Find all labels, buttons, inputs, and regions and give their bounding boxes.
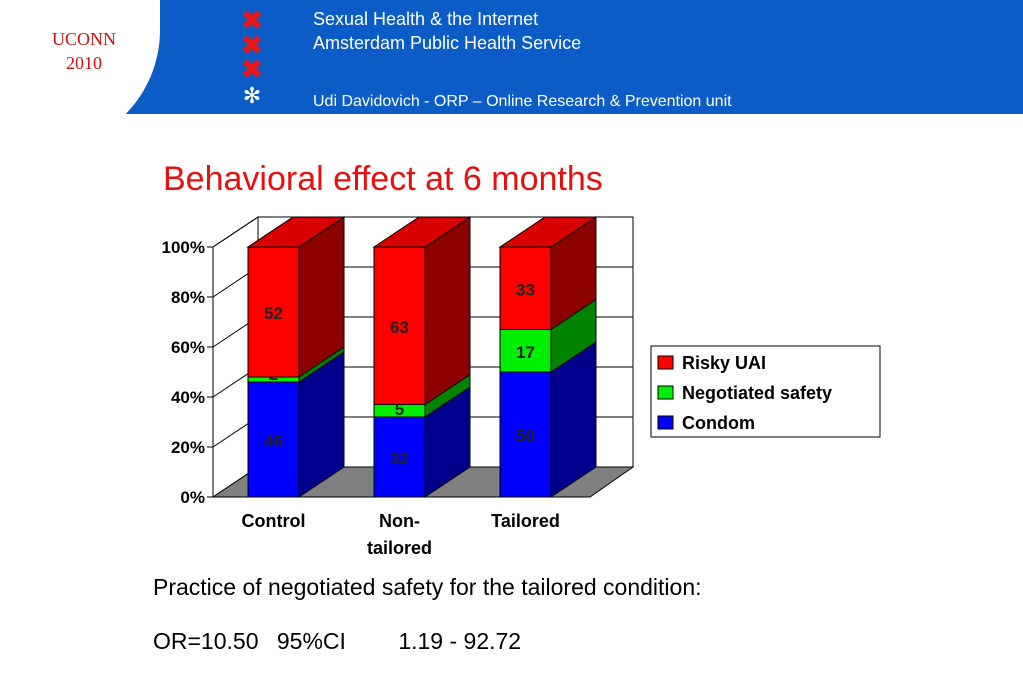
- footer-line1: Practice of negotiated safety for the ta…: [153, 574, 702, 600]
- header-subtitle: Udi Davidovich - ORP – Online Research &…: [313, 93, 732, 110]
- slide-title: Behavioral effect at 6 months: [163, 160, 603, 198]
- logo-line2: 2010: [66, 53, 102, 73]
- x-mark-icon: ✖: [241, 54, 263, 84]
- y-tick-label: 40%: [171, 388, 205, 407]
- ci-value: 1.19 - 92.72: [398, 628, 522, 654]
- header-title-line2: Amsterdam Public Health Service: [313, 33, 582, 53]
- legend-label: Condom: [682, 413, 755, 433]
- legend-label: Negotiated safety: [682, 383, 832, 403]
- logo-line1: UCONN: [51, 29, 116, 49]
- ci-label: 95%CI: [276, 628, 346, 654]
- data-label: 52: [264, 304, 283, 323]
- x-tick-label: Tailored: [491, 511, 560, 531]
- header-banner: UCONN 2010 ✖ ✖ ✖ ✻ Sexual Health & the I…: [0, 0, 1023, 114]
- data-label: 50: [516, 427, 535, 446]
- odds-ratio-label: OR=10.50: [153, 628, 259, 654]
- legend-swatch: [657, 385, 674, 400]
- bar-segment: [247, 381, 300, 498]
- logo-background: [0, 0, 160, 114]
- x-tick-label: Non-: [379, 511, 420, 531]
- footer-odds-ratio: OR=10.50 95%CI 1.19 - 92.72: [153, 628, 521, 655]
- y-tick-label: 100%: [162, 238, 205, 257]
- bar-segment: [373, 416, 426, 498]
- bar-segment: [247, 246, 300, 378]
- bar-top-face: [498, 216, 598, 248]
- bar-segment: [499, 246, 552, 330]
- gridline-side: [212, 216, 259, 248]
- legend-box: [650, 345, 881, 438]
- bar-segment: [499, 371, 552, 498]
- data-label: 32: [390, 449, 409, 468]
- x-tick-label: Control: [242, 511, 306, 531]
- data-label: 63: [390, 318, 409, 337]
- legend-label: Risky UAI: [682, 353, 766, 373]
- x-mark-icon: ✖: [241, 5, 263, 35]
- y-tick-label: 0%: [180, 488, 205, 507]
- x-tick-label: tailored: [367, 538, 432, 558]
- y-tick-label: 20%: [171, 438, 205, 457]
- data-label: 5: [395, 400, 404, 419]
- data-label: 33: [516, 280, 535, 299]
- y-tick-label: 60%: [171, 338, 205, 357]
- header-title-line1: Sexual Health & the Internet: [313, 9, 539, 29]
- y-tick-label: 80%: [171, 288, 205, 307]
- logo: UCONN 2010: [38, 27, 130, 75]
- star-of-life-icon: ✻: [242, 83, 262, 108]
- bar-segment-side: [424, 216, 471, 406]
- bar-top-face: [246, 216, 346, 248]
- x-mark-icon: ✖: [241, 30, 263, 60]
- bar-top-face: [372, 216, 472, 248]
- legend-swatch: [657, 415, 674, 430]
- data-label: 17: [516, 343, 535, 362]
- legend-swatch: [657, 355, 674, 370]
- data-label: 46: [264, 432, 283, 451]
